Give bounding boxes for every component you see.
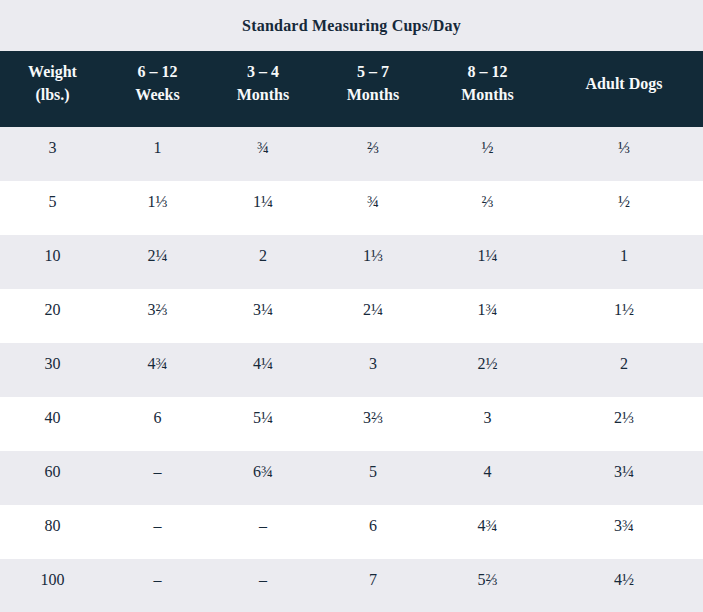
table-cell: 5¼ (210, 397, 316, 451)
table-row: 60–6¾543¼ (0, 451, 703, 505)
table-cell: 40 (0, 397, 105, 451)
table-cell: 100 (0, 559, 105, 612)
table-cell: – (105, 451, 210, 505)
table-cell: – (105, 505, 210, 559)
table-cell: – (210, 505, 316, 559)
table-cell: – (210, 559, 316, 612)
feeding-chart-card: Standard Measuring Cups/Day Weight(lbs.)… (0, 0, 703, 612)
table-cell: 2¼ (105, 235, 210, 289)
table-cell: 1 (105, 127, 210, 181)
table-cell: 4½ (545, 559, 703, 612)
table-cell: 7 (316, 559, 430, 612)
table-cell: 5⅔ (430, 559, 545, 612)
column-header: 8 – 12Months (430, 51, 545, 127)
table-cell: ½ (430, 127, 545, 181)
table-title: Standard Measuring Cups/Day (0, 0, 703, 51)
table-cell: 1 (545, 235, 703, 289)
table-cell: 4¾ (105, 343, 210, 397)
table-cell: 2½ (430, 343, 545, 397)
table-cell: 10 (0, 235, 105, 289)
table-cell: ¾ (316, 181, 430, 235)
table-row: 51⅓1¼¾⅔½ (0, 181, 703, 235)
table-cell: – (105, 559, 210, 612)
table-body: 31¾⅔½⅓51⅓1¼¾⅔½102¼21⅓1¼1203⅔3¼2¼1¾1½304¾… (0, 127, 703, 612)
table-row: 100––75⅔4½ (0, 559, 703, 612)
table-cell: 30 (0, 343, 105, 397)
column-header: Weight(lbs.) (0, 51, 105, 127)
table-cell: 1¾ (430, 289, 545, 343)
table-cell: 2⅓ (545, 397, 703, 451)
column-header-line: 5 – 7 (316, 60, 430, 83)
table-cell: 3 (430, 397, 545, 451)
column-header-line: 3 – 4 (210, 60, 316, 83)
column-header-line: Adult Dogs (545, 72, 703, 95)
table-header: Weight(lbs.)6 – 12Weeks3 – 4Months5 – 7M… (0, 51, 703, 127)
table-cell: 6 (316, 505, 430, 559)
table-cell: 4¾ (430, 505, 545, 559)
table-row: 102¼21⅓1¼1 (0, 235, 703, 289)
table-cell: 3⅔ (316, 397, 430, 451)
table-cell: 2 (545, 343, 703, 397)
column-header: 6 – 12Weeks (105, 51, 210, 127)
table-cell: ⅓ (545, 127, 703, 181)
table-cell: ⅔ (430, 181, 545, 235)
table-row: 304¾4¼32½2 (0, 343, 703, 397)
table-row: 4065¼3⅔32⅓ (0, 397, 703, 451)
table-row: 80––64¾3¾ (0, 505, 703, 559)
column-header: 3 – 4Months (210, 51, 316, 127)
table-cell: 80 (0, 505, 105, 559)
table-cell: 3 (316, 343, 430, 397)
table-cell: 60 (0, 451, 105, 505)
table-cell: 4 (430, 451, 545, 505)
table-cell: ⅔ (316, 127, 430, 181)
feeding-table: Weight(lbs.)6 – 12Weeks3 – 4Months5 – 7M… (0, 51, 703, 612)
table-cell: 5 (0, 181, 105, 235)
table-cell: 1⅓ (316, 235, 430, 289)
table-cell: 3 (0, 127, 105, 181)
table-cell: 3¼ (210, 289, 316, 343)
table-cell: 4¼ (210, 343, 316, 397)
table-cell: 1⅓ (105, 181, 210, 235)
table-cell: ½ (545, 181, 703, 235)
column-header-line: Weeks (105, 83, 210, 106)
column-header-line: Months (210, 83, 316, 106)
table-cell: 1¼ (210, 181, 316, 235)
column-header-line: (lbs.) (0, 83, 105, 106)
column-header-line: 6 – 12 (105, 60, 210, 83)
column-header-line: Weight (0, 60, 105, 83)
column-header-line: Months (316, 83, 430, 106)
column-header: Adult Dogs (545, 51, 703, 127)
table-cell: 1½ (545, 289, 703, 343)
table-cell: 6 (105, 397, 210, 451)
page: { "page": { "title": "Standard Measuring… (0, 0, 703, 612)
column-header: 5 – 7Months (316, 51, 430, 127)
table-cell: 3¼ (545, 451, 703, 505)
table-cell: 20 (0, 289, 105, 343)
table-cell: 6¾ (210, 451, 316, 505)
column-header-line: 8 – 12 (430, 60, 545, 83)
table-row: 203⅔3¼2¼1¾1½ (0, 289, 703, 343)
header-row: Weight(lbs.)6 – 12Weeks3 – 4Months5 – 7M… (0, 51, 703, 127)
table-cell: 3⅔ (105, 289, 210, 343)
table-cell: 5 (316, 451, 430, 505)
table-cell: 2¼ (316, 289, 430, 343)
table-row: 31¾⅔½⅓ (0, 127, 703, 181)
table-cell: ¾ (210, 127, 316, 181)
table-cell: 3¾ (545, 505, 703, 559)
column-header-line: Months (430, 83, 545, 106)
table-cell: 1¼ (430, 235, 545, 289)
table-cell: 2 (210, 235, 316, 289)
